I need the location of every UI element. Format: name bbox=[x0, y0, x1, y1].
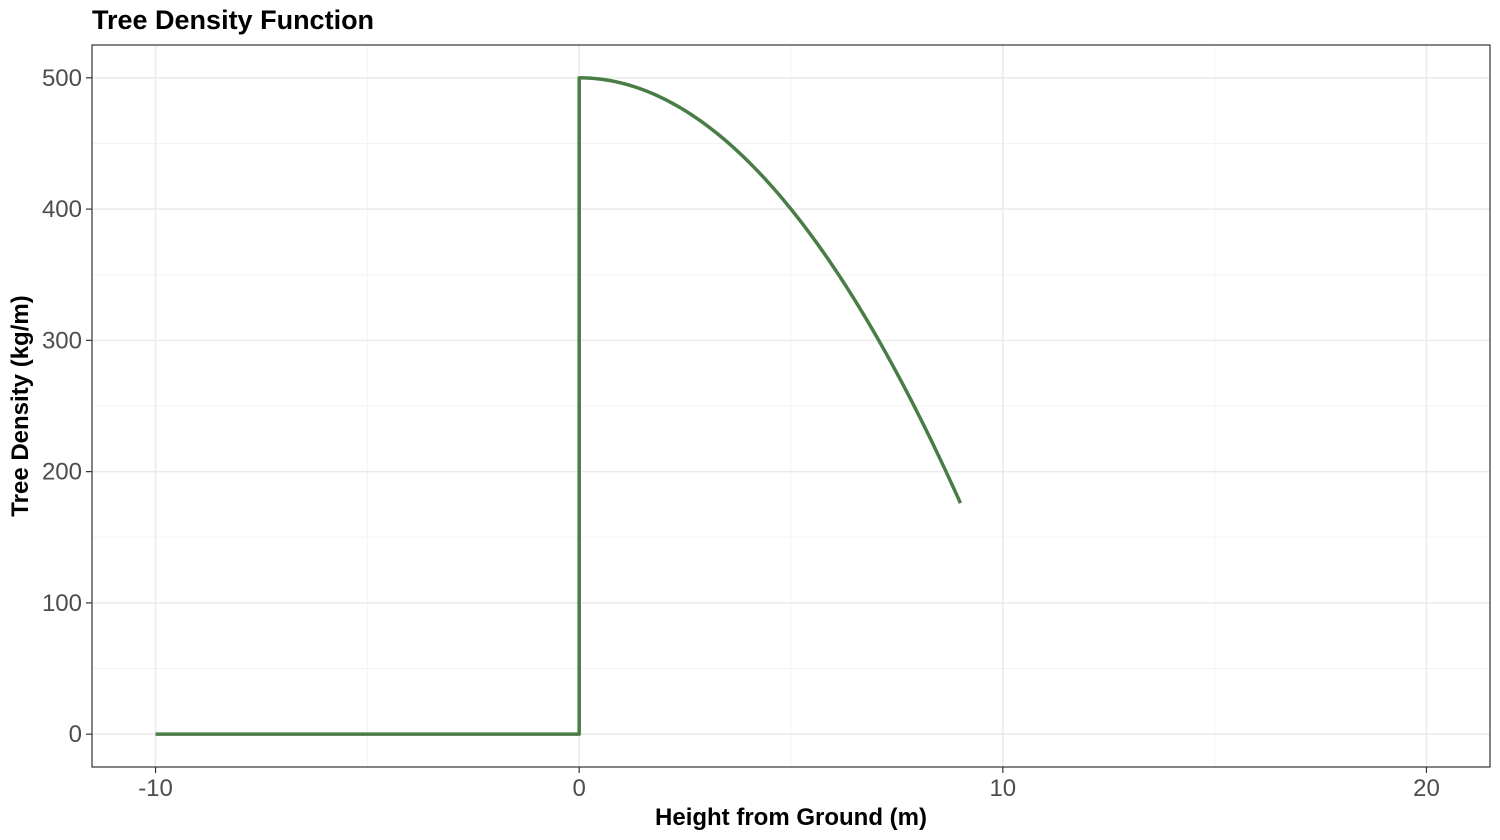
y-tick-label: 200 bbox=[42, 459, 82, 486]
x-tick-label: 10 bbox=[989, 775, 1016, 802]
y-axis-title: Tree Density (kg/m) bbox=[7, 295, 34, 516]
y-tick-label: 100 bbox=[42, 590, 82, 617]
x-tick-label: 0 bbox=[573, 775, 586, 802]
x-tick-label: -10 bbox=[138, 775, 173, 802]
y-tick-label: 400 bbox=[42, 196, 82, 223]
chart-title: Tree Density Function bbox=[92, 5, 374, 35]
density-series-line bbox=[155, 76, 963, 736]
x-tick-label: 20 bbox=[1413, 775, 1440, 802]
series-lines bbox=[155, 76, 963, 736]
y-tick-label: 300 bbox=[42, 327, 82, 354]
plot-panel bbox=[91, 44, 1491, 768]
grid-lines bbox=[92, 45, 1490, 767]
x-axis-title: Height from Ground (m) bbox=[655, 804, 927, 831]
y-tick-label: 500 bbox=[42, 65, 82, 92]
y-tick-label: 0 bbox=[69, 721, 82, 748]
